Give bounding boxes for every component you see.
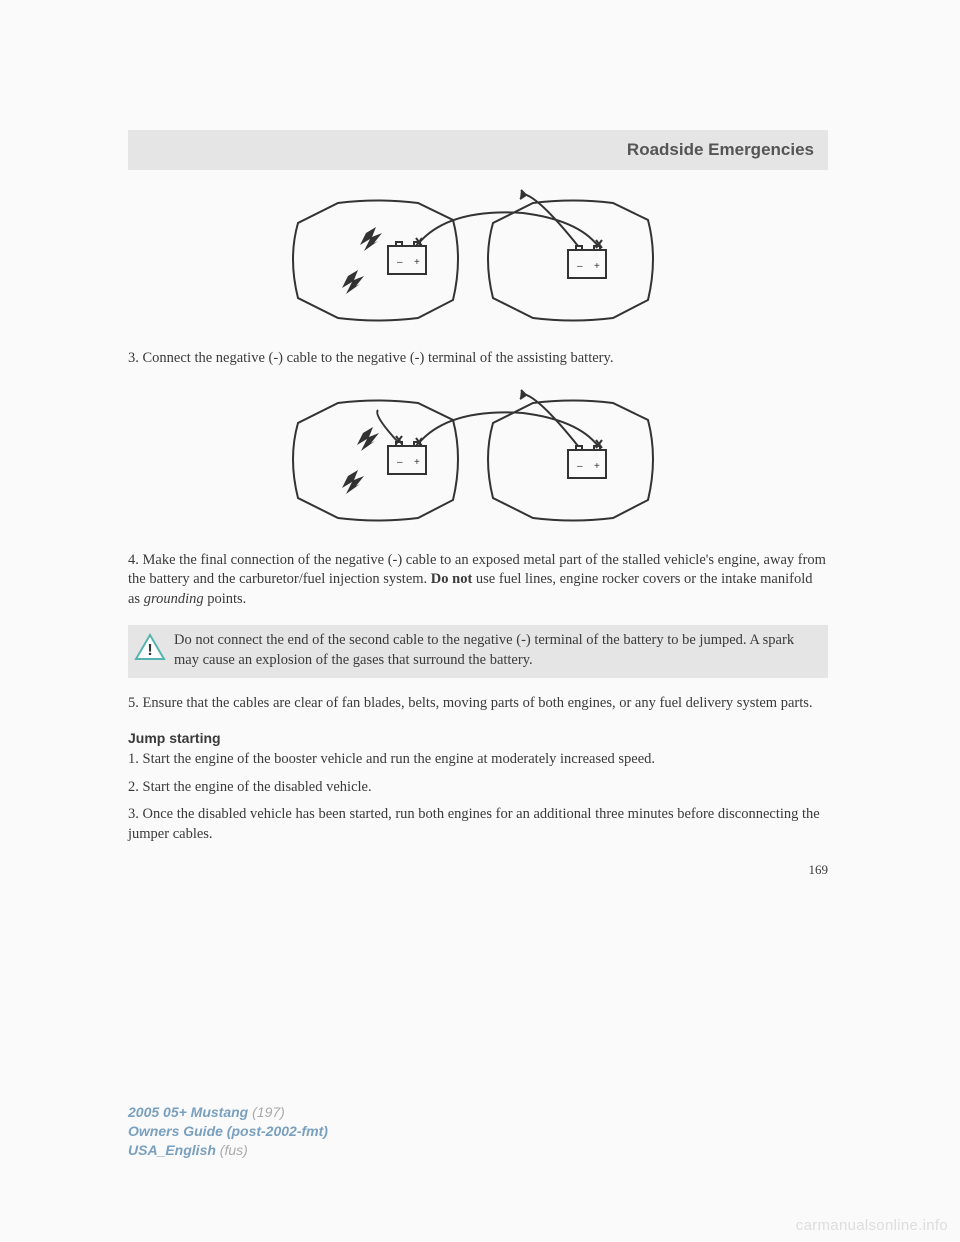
footer: 2005 05+ Mustang (197) Owners Guide (pos…	[128, 1103, 328, 1160]
page-number: 169	[128, 862, 828, 878]
diagram-jumper-step4: – + – +	[278, 385, 678, 535]
svg-text:–: –	[577, 261, 583, 272]
jump-starting-heading: Jump starting	[128, 730, 828, 746]
svg-text:–: –	[397, 457, 403, 468]
diagram-jumper-step3: – + – +	[278, 188, 678, 333]
step-3-text: 3. Connect the negative (-) cable to the…	[128, 349, 828, 369]
warning-text: Do not connect the end of the second cab…	[174, 632, 794, 668]
section-header: Roadside Emergencies	[128, 130, 828, 170]
warning-box: ! Do not connect the end of the second c…	[128, 625, 828, 678]
svg-text:–: –	[577, 461, 583, 472]
footer-line-3: USA_English (fus)	[128, 1141, 328, 1160]
svg-text:+: +	[594, 461, 600, 472]
footer-line-1: 2005 05+ Mustang (197)	[128, 1103, 328, 1122]
footer-line-2: Owners Guide (post-2002-fmt)	[128, 1122, 328, 1141]
step-5-text: 5. Ensure that the cables are clear of f…	[128, 694, 828, 714]
svg-text:+: +	[414, 257, 420, 268]
page-content: Roadside Emergencies	[128, 130, 828, 878]
step-4-text: 4. Make the final connection of the nega…	[128, 551, 828, 610]
jump-step-2: 2. Start the engine of the disabled vehi…	[128, 778, 828, 798]
warning-icon: !	[134, 633, 166, 661]
svg-text:–: –	[397, 257, 403, 268]
section-title: Roadside Emergencies	[627, 140, 814, 159]
watermark: carmanualsonline.info	[796, 1217, 948, 1234]
svg-text:+: +	[414, 457, 420, 468]
jump-step-3: 3. Once the disabled vehicle has been st…	[128, 805, 828, 844]
svg-text:+: +	[594, 261, 600, 272]
jump-step-1: 1. Start the engine of the booster vehic…	[128, 750, 828, 770]
svg-text:!: !	[147, 642, 152, 659]
